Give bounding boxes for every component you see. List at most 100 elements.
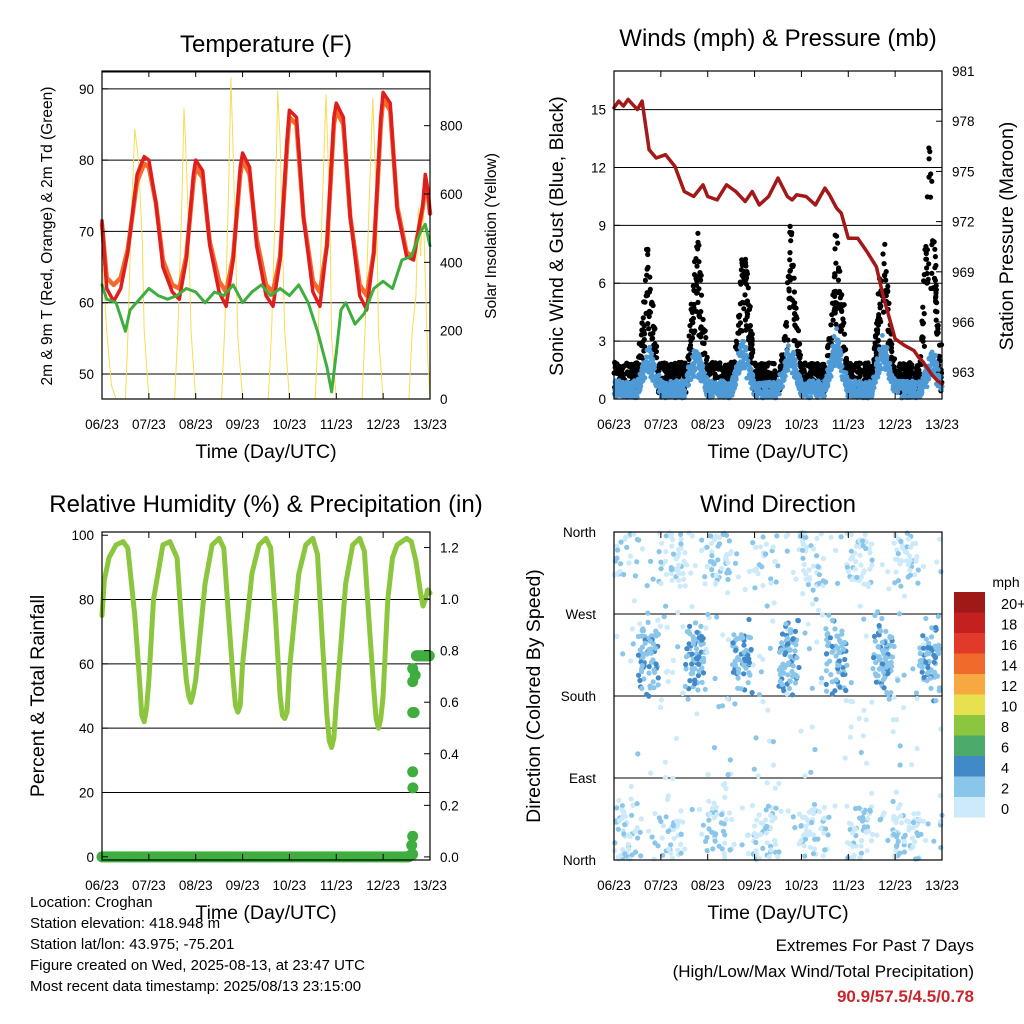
direction-point xyxy=(645,619,651,626)
direction-point xyxy=(896,611,903,617)
direction-point xyxy=(876,666,883,672)
direction-point xyxy=(928,645,934,651)
wind-point xyxy=(748,375,754,381)
direction-point xyxy=(863,545,869,552)
direction-point xyxy=(883,628,889,634)
gust-point xyxy=(694,263,700,269)
colorbar-swatch xyxy=(954,674,985,695)
gust-point xyxy=(882,273,888,279)
wind-point xyxy=(900,393,905,399)
wind-point xyxy=(776,385,782,391)
wind-point xyxy=(875,371,881,377)
gust-point xyxy=(788,238,794,244)
colorbar-swatch xyxy=(954,715,985,736)
wind-point xyxy=(717,386,723,392)
direction-point xyxy=(806,567,812,573)
direction-point xyxy=(775,563,781,569)
direction-point xyxy=(648,558,654,565)
direction-point xyxy=(637,621,643,627)
direction-point xyxy=(760,699,766,705)
direction-point xyxy=(702,686,708,692)
direction-point xyxy=(695,687,701,693)
gust-point xyxy=(747,332,753,338)
humidity-y2tick-label: 1.0 xyxy=(440,592,459,607)
gust-point xyxy=(727,361,734,367)
direction-point xyxy=(680,819,686,825)
direction-point xyxy=(619,815,625,822)
direction-point xyxy=(870,666,876,672)
humidity-ytick-label: 0 xyxy=(86,850,94,865)
direction-point xyxy=(913,690,920,696)
direction-point xyxy=(760,583,766,589)
gust-point xyxy=(935,322,941,329)
direction-point xyxy=(871,655,877,661)
direction-point xyxy=(875,609,881,615)
direction-ytick-label: West xyxy=(565,607,596,622)
wind-point xyxy=(858,385,863,391)
direction-ytick-label: South xyxy=(561,689,596,704)
winds-ytick-label: 15 xyxy=(591,103,606,118)
gust-point xyxy=(737,320,744,326)
gust-point xyxy=(795,328,802,334)
gust-point xyxy=(833,260,839,266)
temperature-ylabel: 2m & 9m T (Red, Orange) & 2m Td (Green) xyxy=(39,87,56,386)
direction-point xyxy=(907,553,913,559)
direction-point xyxy=(869,699,875,705)
direction-point xyxy=(879,661,886,667)
direction-point xyxy=(812,746,818,753)
direction-point xyxy=(660,823,667,829)
direction-point xyxy=(637,677,643,684)
wind-point xyxy=(851,385,856,391)
direction-point xyxy=(842,755,848,761)
direction-point xyxy=(861,581,867,587)
gust-point xyxy=(889,348,895,355)
wind-point xyxy=(676,393,682,399)
gust-point xyxy=(641,323,647,329)
wind-point xyxy=(861,387,867,392)
direction-point xyxy=(638,816,644,822)
direction-point xyxy=(645,610,651,616)
direction-point xyxy=(675,847,681,853)
direction-point xyxy=(862,531,868,538)
gust-point xyxy=(892,368,898,374)
gust-point xyxy=(645,264,651,270)
direction-point xyxy=(753,839,759,846)
gust-point xyxy=(881,309,887,315)
humidity-ytick-label: 40 xyxy=(79,721,94,736)
gust-point xyxy=(787,223,793,229)
direction-point xyxy=(836,658,842,664)
gust-point xyxy=(739,257,745,263)
direction-point xyxy=(618,539,624,545)
direction-point xyxy=(828,534,834,540)
wind-point xyxy=(785,361,791,366)
direction-point xyxy=(832,626,838,632)
direction-point xyxy=(857,603,863,609)
wind-point xyxy=(869,391,874,397)
direction-point xyxy=(901,672,907,678)
gust-point xyxy=(700,329,706,335)
direction-point xyxy=(891,540,897,546)
direction-point xyxy=(768,812,774,819)
gust-point xyxy=(722,362,729,368)
direction-ytick-label: North xyxy=(563,525,596,540)
wind-point xyxy=(835,354,841,360)
direction-point xyxy=(698,642,704,648)
colorbar-label: 12 xyxy=(1001,679,1017,695)
direction-point xyxy=(935,613,942,620)
gust-point xyxy=(787,268,793,274)
gust-point xyxy=(856,360,862,366)
direction-point xyxy=(865,828,871,834)
precip-point xyxy=(407,848,419,860)
wind-point xyxy=(899,380,905,386)
direction-point xyxy=(629,852,635,858)
gust-point xyxy=(695,299,701,305)
direction-point xyxy=(732,560,739,566)
direction-point xyxy=(748,646,754,653)
wind-point xyxy=(822,385,827,391)
gust-point xyxy=(921,311,927,317)
temperature-y2tick-label: 600 xyxy=(440,187,463,202)
direction-point xyxy=(848,724,854,730)
direction-point xyxy=(640,626,646,632)
direction-point xyxy=(931,659,937,665)
direction-point xyxy=(935,649,941,656)
